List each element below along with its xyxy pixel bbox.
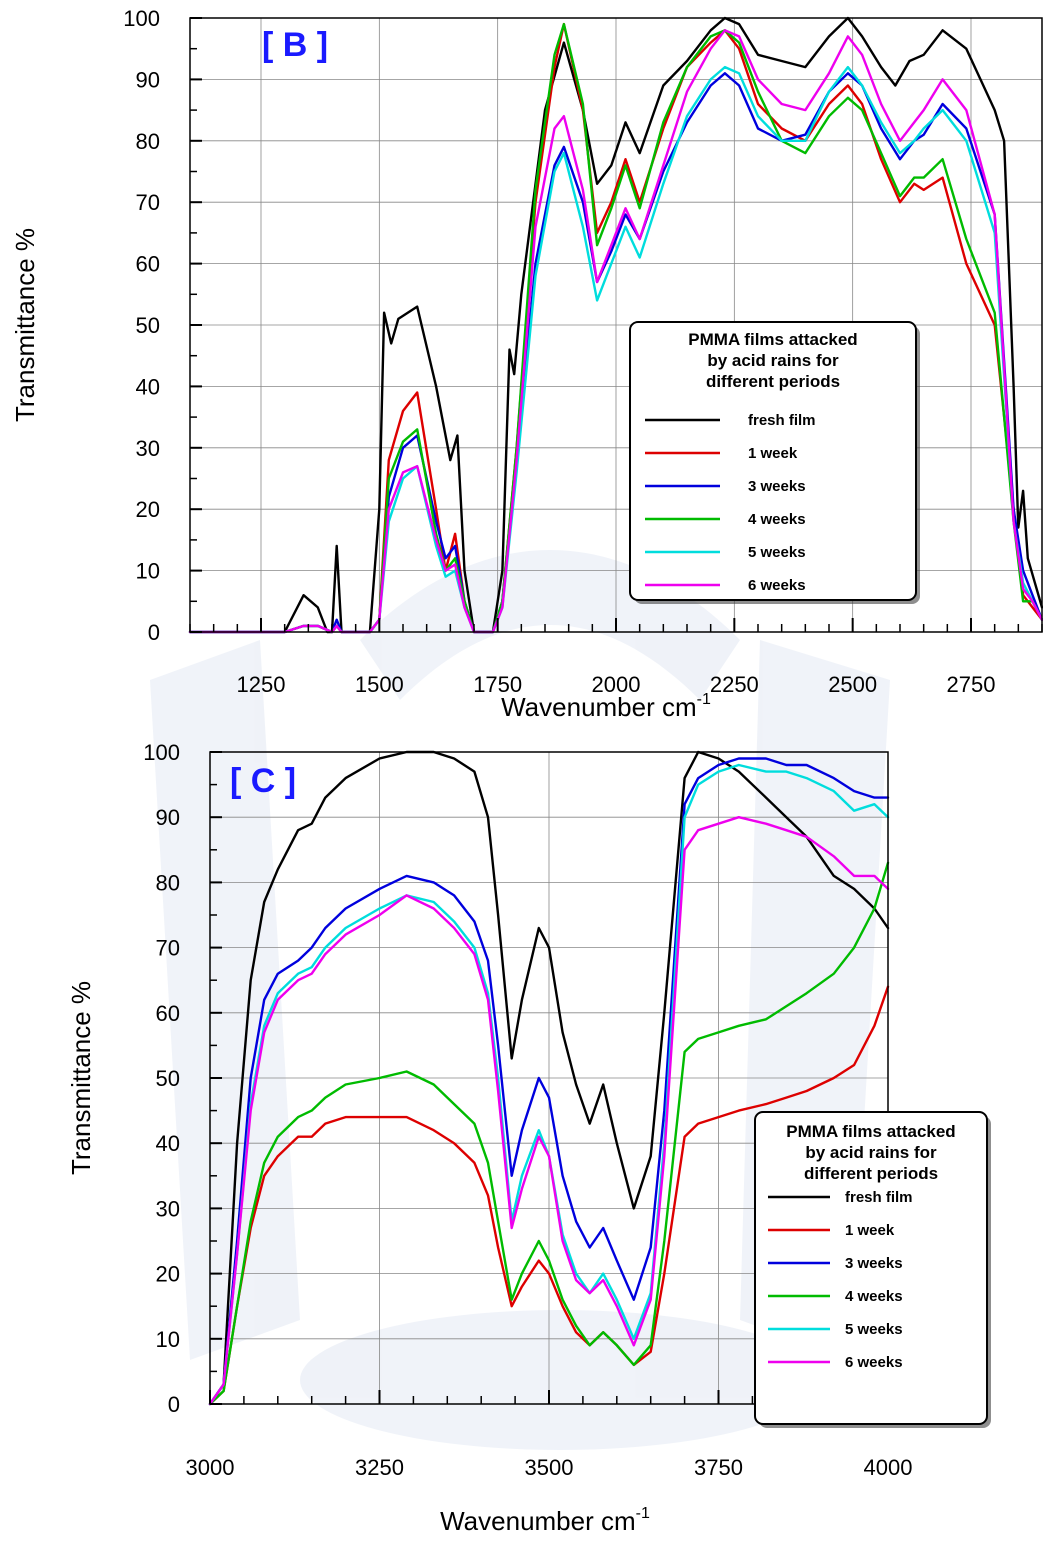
- x-axis-title-b-text: Wavenumber cm: [501, 692, 697, 722]
- legend-entry-label: 1 week: [845, 1222, 895, 1239]
- y-tick-label: 80: [136, 129, 160, 154]
- legend-c: PMMA films attacked by acid rains for diff…: [754, 1111, 991, 1428]
- y-tick-label: 0: [168, 1392, 180, 1417]
- x-tick-label: 2500: [828, 672, 877, 697]
- y-tick-label: 100: [143, 740, 180, 765]
- series-line-fresh-film: [188, 16, 1043, 634]
- legend-entry-label: 3 weeks: [748, 478, 806, 495]
- x-tick-label: 3500: [525, 1455, 574, 1480]
- x-tick-label: 2000: [592, 672, 641, 697]
- x-ticks-b: 1250 1500 1750 2000 2250 2500 2750: [189, 618, 1043, 697]
- y-tick-label: 0: [148, 620, 160, 645]
- series-line-6-weeks: [208, 816, 890, 1406]
- y-ticks-b: 0 10 20 30 40 50 60 70 80 90 100: [123, 6, 202, 645]
- y-tick-label: 60: [156, 1001, 180, 1026]
- series-line-6-weeks: [188, 29, 1043, 634]
- legend-entry-label: 4 weeks: [845, 1288, 903, 1305]
- legend-b: PMMA films attacked by acid rains for diff…: [629, 321, 920, 604]
- y-tick-label: 20: [136, 497, 160, 522]
- series-c: [208, 750, 890, 1406]
- x-tick-label: 2250: [710, 672, 759, 697]
- y-tick-label: 70: [156, 936, 180, 961]
- series-line-4-weeks: [208, 861, 890, 1406]
- legend-entry-label: 3 weeks: [845, 1255, 903, 1272]
- legend-title-line: by acid rains for: [707, 351, 839, 370]
- legend-entry-label: fresh film: [845, 1189, 913, 1206]
- x-tick-label: 1750: [473, 672, 522, 697]
- series-b: [188, 16, 1043, 634]
- y-axis-title-c: Transmittance %: [66, 981, 96, 1175]
- legend-entry-label: 5 weeks: [748, 544, 806, 561]
- y-tick-label: 90: [156, 805, 180, 830]
- x-axis-title-b: Wavenumber cm-1: [501, 691, 711, 722]
- legend-title-line: different periods: [804, 1164, 938, 1183]
- y-tick-label: 50: [136, 313, 160, 338]
- y-tick-label: 20: [156, 1262, 180, 1287]
- legend-entry-label: 5 weeks: [845, 1321, 903, 1338]
- legend-entry-label: 4 weeks: [748, 511, 806, 528]
- y-axis-title-b: Transmittance %: [10, 228, 40, 422]
- x-tick-label: 2750: [947, 672, 996, 697]
- x-tick-label: 3750: [694, 1455, 743, 1480]
- y-tick-label: 10: [156, 1327, 180, 1352]
- legend-title-line: PMMA films attacked: [688, 330, 857, 349]
- x-tick-label: 1250: [237, 672, 286, 697]
- x-tick-label: 4000: [864, 1455, 913, 1480]
- y-tick-label: 50: [156, 1066, 180, 1091]
- x-axis-title-c-sup: -1: [636, 1505, 650, 1522]
- y-tick-label: 40: [136, 374, 160, 399]
- chart-panel-c: 3000 3250 3500 3750 4000 0 10 20 30 40 50 60 70 80 90…: [66, 740, 991, 1536]
- series-line-fresh-film: [208, 750, 890, 1406]
- y-tick-label: 10: [136, 559, 160, 584]
- panel-label-b: [ B ]: [262, 26, 328, 64]
- series-line-3-weeks: [208, 757, 890, 1406]
- y-ticks-c: 0 10 20 30 40 50 60 70 80 90 100: [143, 740, 222, 1417]
- legend-title-line: PMMA films attacked: [786, 1122, 955, 1141]
- y-tick-label: 80: [156, 870, 180, 895]
- x-ticks-c: 3000 3250 3500 3750 4000: [186, 1390, 913, 1480]
- x-tick-label: 1500: [355, 672, 404, 697]
- legend-entry-label: 6 weeks: [748, 577, 806, 594]
- x-tick-label: 3250: [355, 1455, 404, 1480]
- x-tick-label: 3000: [186, 1455, 235, 1480]
- panel-label-c: [ C ]: [230, 762, 296, 800]
- series-line-1-week: [208, 985, 890, 1406]
- y-tick-label: 90: [136, 67, 160, 92]
- x-axis-title-b-sup: -1: [697, 691, 711, 708]
- legend-entry-label: 6 weeks: [845, 1354, 903, 1371]
- legend-box: [754, 1111, 988, 1425]
- y-tick-label: 40: [156, 1131, 180, 1156]
- legend-entry-label: fresh film: [748, 412, 816, 429]
- chart-panel-b: 1250 1500 1750 2000 2250 2500 2750 0 10 20 30 40 50…: [10, 6, 1043, 722]
- x-axis-title-c: Wavenumber cm-1: [440, 1505, 650, 1536]
- series-line-5-weeks: [208, 763, 890, 1406]
- y-tick-label: 30: [156, 1196, 180, 1221]
- legend-title-line: by acid rains for: [805, 1143, 937, 1162]
- legend-entry-label: 1 week: [748, 445, 798, 462]
- y-tick-label: 30: [136, 436, 160, 461]
- legend-title-line: different periods: [706, 372, 840, 391]
- legend-box: [629, 321, 917, 601]
- y-tick-label: 70: [136, 190, 160, 215]
- y-tick-label: 100: [123, 6, 160, 31]
- x-axis-title-c-text: Wavenumber cm: [440, 1506, 636, 1536]
- y-tick-label: 60: [136, 252, 160, 277]
